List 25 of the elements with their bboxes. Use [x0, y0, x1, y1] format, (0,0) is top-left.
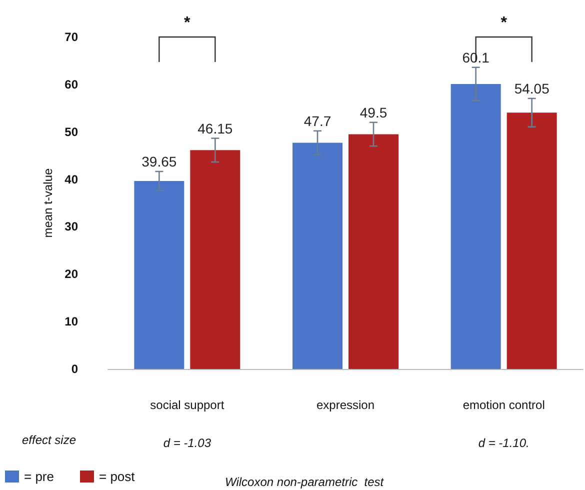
y-tick-label: 40: [64, 172, 78, 186]
data-label: 54.05: [514, 80, 550, 96]
data-label: 39.65: [142, 153, 177, 170]
y-axis-title: mean t-value: [40, 168, 55, 238]
text: *: [500, 14, 508, 32]
legend-label: = pre: [24, 469, 54, 484]
x-tick-label: emotion control: [462, 398, 545, 412]
y-tick-label: 10: [64, 314, 78, 329]
x-tick-label: expression: [316, 398, 375, 412]
y-tick-label: 70: [64, 30, 78, 44]
text: Wilcoxon non-parametric test: [225, 475, 384, 489]
text: d = -1.03: [163, 436, 212, 450]
text: effect size: [22, 433, 76, 447]
y-tick-label: 20: [64, 267, 78, 282]
x-tick-label: social support: [150, 398, 225, 412]
data-label: 49.5: [360, 104, 388, 120]
data-label: 47.7: [304, 112, 332, 129]
y-tick-label: 60: [64, 77, 78, 92]
y-tick-label: 30: [64, 220, 78, 234]
legend-label: = post: [98, 469, 136, 484]
data-label: 46.15: [198, 120, 233, 136]
y-tick-label: 50: [64, 124, 78, 139]
text: d = -1.10.: [478, 436, 530, 450]
y-tick-label: 0: [71, 362, 78, 376]
text: *: [184, 14, 192, 32]
